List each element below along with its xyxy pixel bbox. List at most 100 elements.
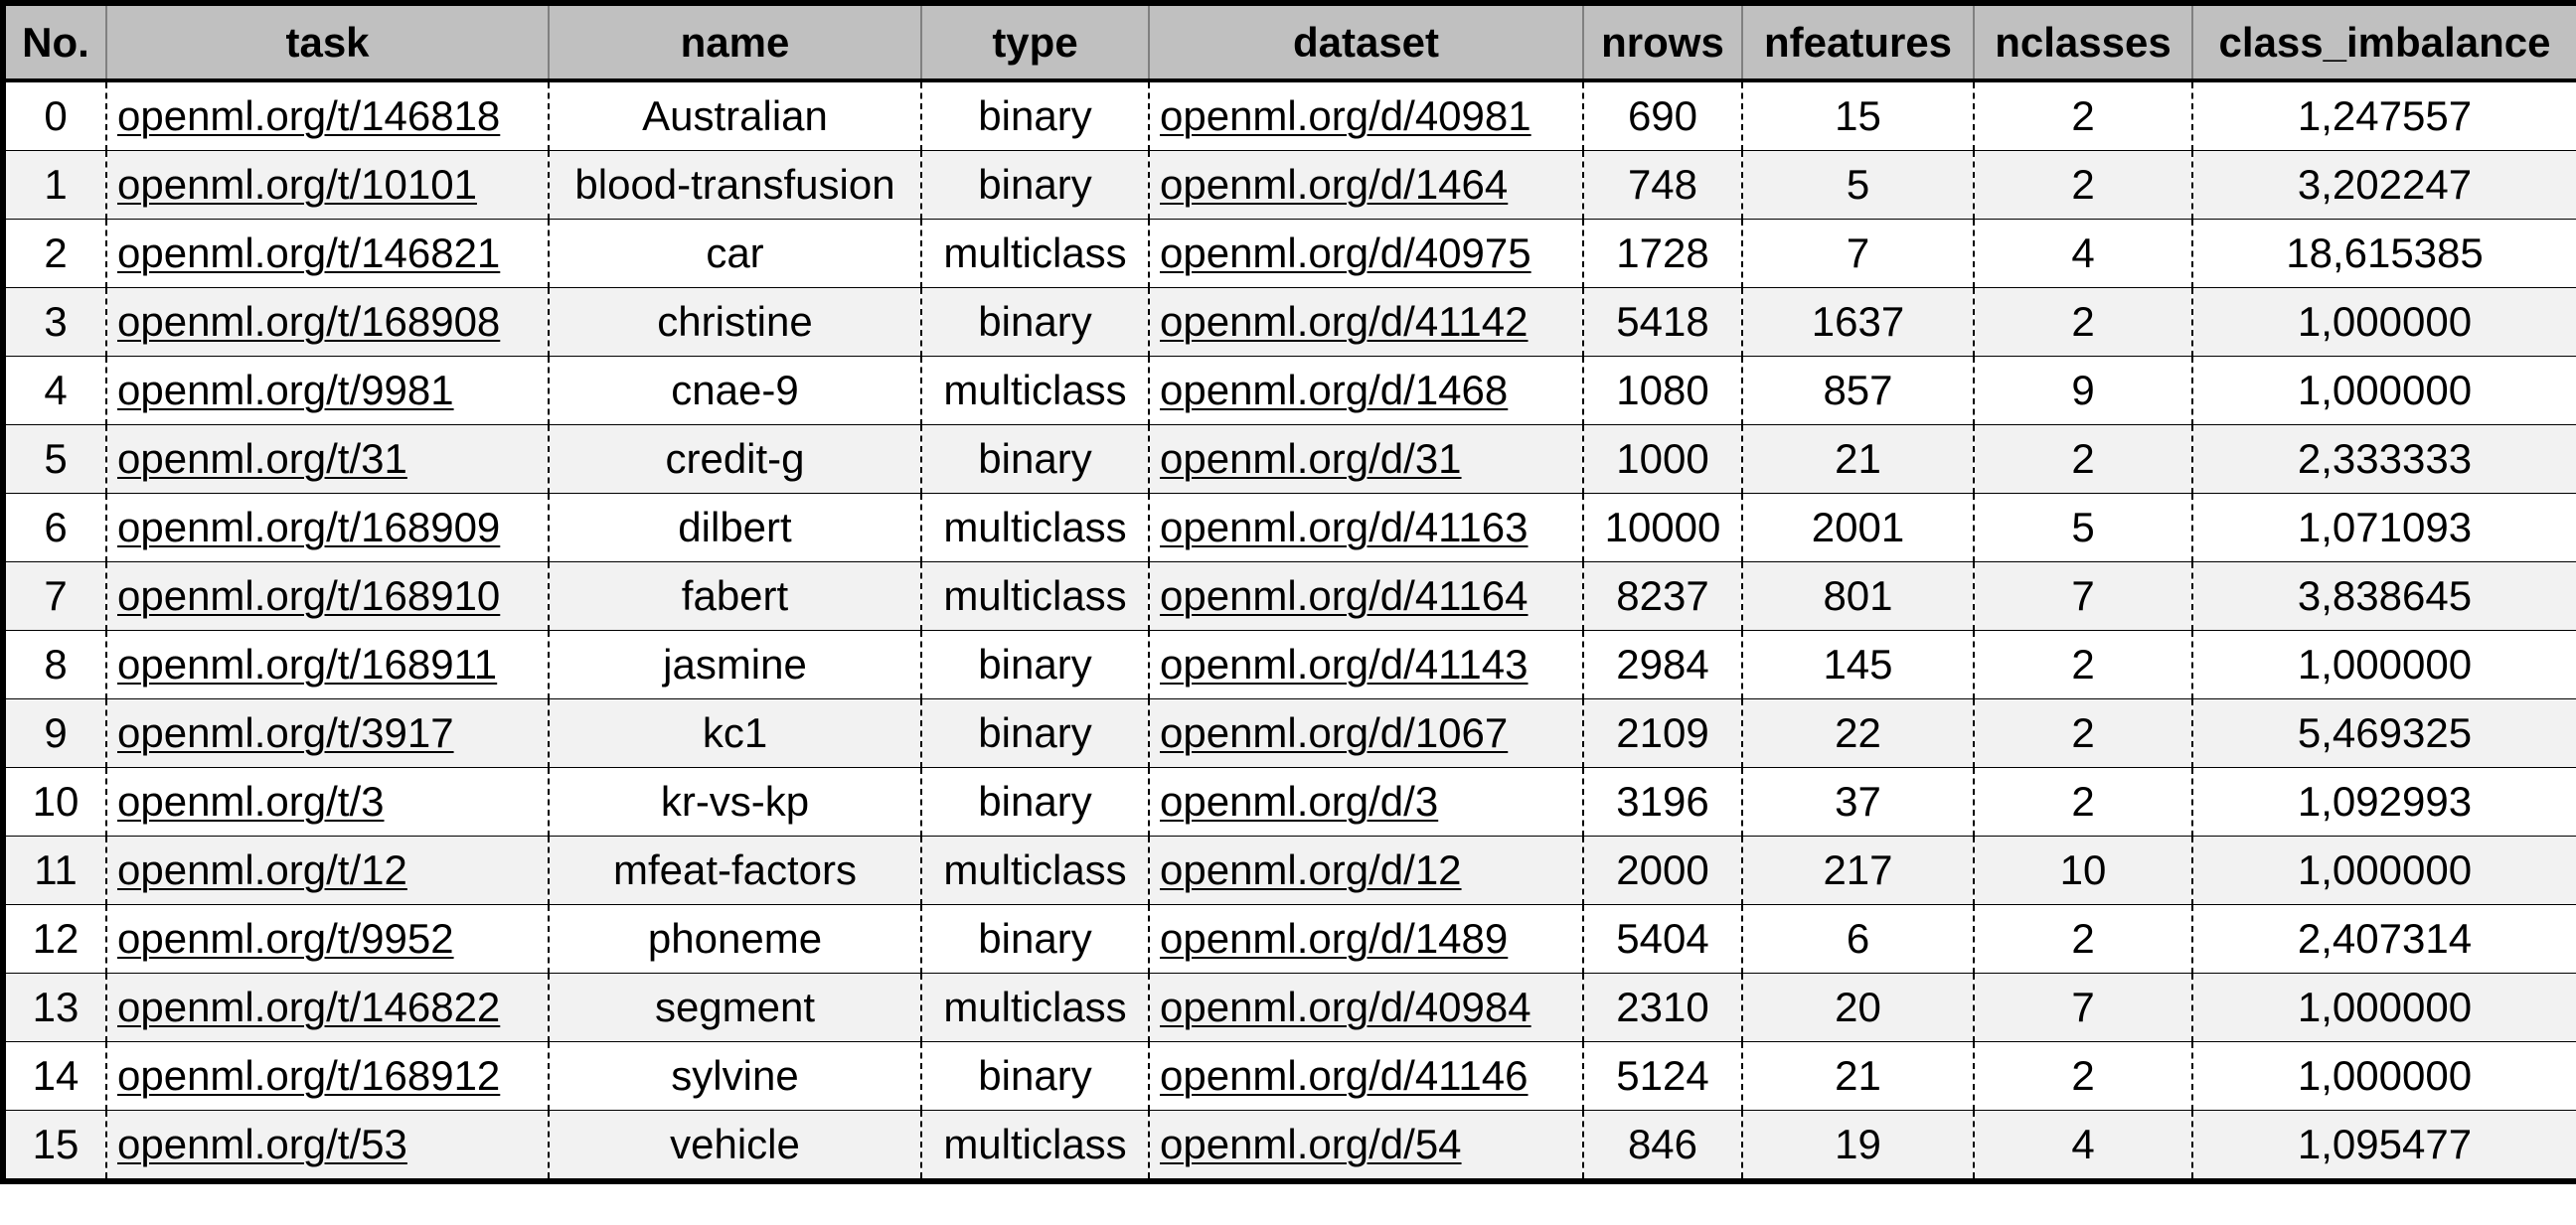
cell-nrows: 2109	[1582, 698, 1743, 768]
table-row: 5 openml.org/t/31 credit-g binary openml.org…	[0, 424, 2576, 494]
cell-dataset-link[interactable]: openml.org/d/41146	[1160, 1052, 1529, 1099]
cell-nfeatures: 217	[1741, 836, 1975, 905]
cell-nfeatures: 20	[1741, 973, 1975, 1042]
cell-nclasses: 2	[1973, 767, 2193, 837]
cell-dataset-link[interactable]: openml.org/d/1464	[1160, 161, 1509, 208]
cell-class-imbalance: 2,333333	[2191, 424, 2576, 494]
cell-nfeatures: 2001	[1741, 493, 1975, 562]
cell-nrows: 8237	[1582, 561, 1743, 631]
cell-dataset-link[interactable]: openml.org/d/31	[1160, 435, 1462, 482]
cell-dataset-link[interactable]: openml.org/d/41164	[1160, 572, 1529, 619]
cell-dataset-link[interactable]: openml.org/d/1468	[1160, 367, 1509, 413]
cell-type: binary	[920, 150, 1150, 220]
cell-task-link[interactable]: openml.org/t/3917	[117, 709, 454, 756]
cell-dataset-link[interactable]: openml.org/d/40981	[1160, 92, 1531, 139]
cell-task-link[interactable]: openml.org/t/168911	[117, 641, 498, 688]
cell-task-cell: openml.org/t/146821	[105, 219, 550, 288]
cell-name: car	[548, 219, 922, 288]
header-class-imbalance: class_imbalance	[2191, 0, 2576, 82]
cell-task-link[interactable]: openml.org/t/146821	[117, 230, 501, 276]
table-row: 2 openml.org/t/146821 car multiclass openml.…	[0, 219, 2576, 288]
cell-type: multiclass	[920, 356, 1150, 425]
cell-no: 6	[0, 493, 107, 562]
cell-task-link[interactable]: openml.org/t/168910	[117, 572, 501, 619]
cell-nclasses: 7	[1973, 561, 2193, 631]
cell-task-cell: openml.org/t/168911	[105, 630, 550, 699]
cell-type: multiclass	[920, 561, 1150, 631]
cell-nfeatures: 19	[1741, 1110, 1975, 1184]
cell-task-link[interactable]: openml.org/t/146818	[117, 92, 501, 139]
cell-task-cell: openml.org/t/168912	[105, 1041, 550, 1111]
cell-no: 15	[0, 1110, 107, 1184]
cell-task-cell: openml.org/t/10101	[105, 150, 550, 220]
cell-dataset-link[interactable]: openml.org/d/54	[1160, 1121, 1462, 1167]
cell-type: binary	[920, 79, 1150, 151]
cell-dataset-link[interactable]: openml.org/d/40984	[1160, 984, 1531, 1030]
cell-no: 7	[0, 561, 107, 631]
cell-dataset-link[interactable]: openml.org/d/40975	[1160, 230, 1531, 276]
table-row: 6 openml.org/t/168909 dilbert multiclass ope…	[0, 493, 2576, 562]
cell-task-link[interactable]: openml.org/t/168912	[117, 1052, 501, 1099]
table-row: 12 openml.org/t/9952 phoneme binary openml.o…	[0, 904, 2576, 974]
cell-type: binary	[920, 424, 1150, 494]
header-dataset: dataset	[1148, 0, 1584, 82]
cell-task-link[interactable]: openml.org/t/31	[117, 435, 407, 482]
cell-class-imbalance: 1,092993	[2191, 767, 2576, 837]
cell-dataset-link[interactable]: openml.org/d/41142	[1160, 298, 1529, 345]
cell-task-link[interactable]: openml.org/t/168909	[117, 504, 501, 550]
cell-dataset-link[interactable]: openml.org/d/41163	[1160, 504, 1529, 550]
cell-task-link[interactable]: openml.org/t/168908	[117, 298, 501, 345]
cell-task-link[interactable]: openml.org/t/10101	[117, 161, 477, 208]
cell-class-imbalance: 1,000000	[2191, 630, 2576, 699]
cell-dataset-cell: openml.org/d/3	[1148, 767, 1584, 837]
cell-task-cell: openml.org/t/53	[105, 1110, 550, 1184]
cell-nclasses: 9	[1973, 356, 2193, 425]
cell-nfeatures: 801	[1741, 561, 1975, 631]
cell-dataset-link[interactable]: openml.org/d/1489	[1160, 915, 1509, 962]
cell-name: cnae-9	[548, 356, 922, 425]
cell-nfeatures: 6	[1741, 904, 1975, 974]
cell-nfeatures: 21	[1741, 424, 1975, 494]
cell-nclasses: 2	[1973, 79, 2193, 151]
cell-nrows: 2310	[1582, 973, 1743, 1042]
cell-no: 10	[0, 767, 107, 837]
cell-class-imbalance: 5,469325	[2191, 698, 2576, 768]
table-header: No. task name type dataset nrows nfeatur…	[0, 0, 2576, 82]
cell-dataset-link[interactable]: openml.org/d/1067	[1160, 709, 1509, 756]
cell-task-cell: openml.org/t/168908	[105, 287, 550, 357]
cell-task-cell: openml.org/t/3917	[105, 698, 550, 768]
cell-no: 8	[0, 630, 107, 699]
cell-type: multiclass	[920, 973, 1150, 1042]
cell-task-link[interactable]: openml.org/t/9952	[117, 915, 454, 962]
cell-nfeatures: 5	[1741, 150, 1975, 220]
header-task: task	[105, 0, 550, 82]
cell-task-link[interactable]: openml.org/t/53	[117, 1121, 407, 1167]
cell-name: kr-vs-kp	[548, 767, 922, 837]
cell-class-imbalance: 1,071093	[2191, 493, 2576, 562]
table-row: 15 openml.org/t/53 vehicle multiclass openml…	[0, 1110, 2576, 1184]
cell-name: blood-transfusion	[548, 150, 922, 220]
table-row: 9 openml.org/t/3917 kc1 binary openml.org/d/…	[0, 698, 2576, 768]
cell-task-cell: openml.org/t/146818	[105, 79, 550, 151]
cell-dataset-link[interactable]: openml.org/d/3	[1160, 778, 1439, 825]
table-row: 4 openml.org/t/9981 cnae-9 multiclass openml…	[0, 356, 2576, 425]
table-row: 1 openml.org/t/10101 blood-transfusion bina…	[0, 150, 2576, 220]
cell-dataset-cell: openml.org/d/41163	[1148, 493, 1584, 562]
cell-type: binary	[920, 698, 1150, 768]
table-body: 0 openml.org/t/146818 Australian binary open…	[0, 79, 2576, 1184]
cell-task-link[interactable]: openml.org/t/146822	[117, 984, 501, 1030]
cell-dataset-cell: openml.org/d/40981	[1148, 79, 1584, 151]
cell-class-imbalance: 1,000000	[2191, 356, 2576, 425]
cell-nclasses: 2	[1973, 150, 2193, 220]
cell-task-cell: openml.org/t/3	[105, 767, 550, 837]
cell-task-link[interactable]: openml.org/t/9981	[117, 367, 454, 413]
cell-type: binary	[920, 630, 1150, 699]
cell-task-link[interactable]: openml.org/t/12	[117, 846, 407, 893]
cell-dataset-link[interactable]: openml.org/d/12	[1160, 846, 1462, 893]
cell-class-imbalance: 1,095477	[2191, 1110, 2576, 1184]
cell-nclasses: 2	[1973, 1041, 2193, 1111]
cell-nfeatures: 21	[1741, 1041, 1975, 1111]
cell-dataset-link[interactable]: openml.org/d/41143	[1160, 641, 1529, 688]
cell-task-link[interactable]: openml.org/t/3	[117, 778, 385, 825]
